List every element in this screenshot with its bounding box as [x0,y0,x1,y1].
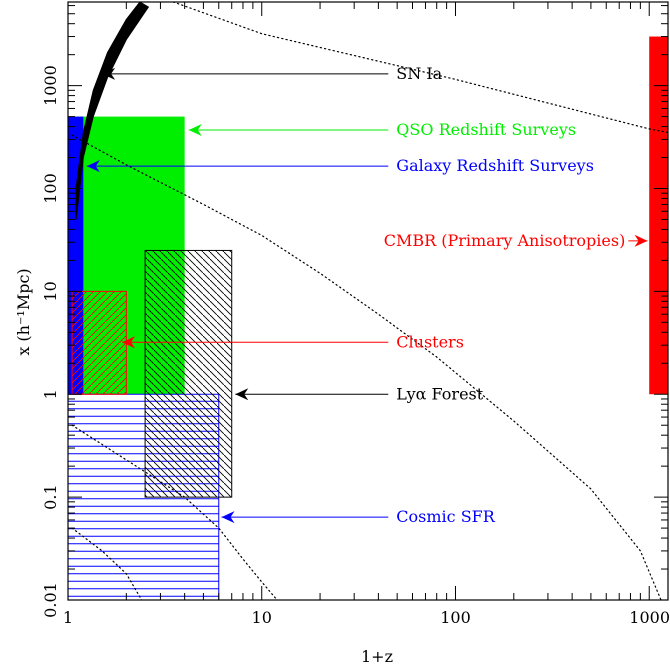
dotted-curve-2 [71,134,662,600]
annotation-qso-redshift-surveys-arrow-head [188,124,202,137]
annotation-cosmic-sfr-label: Cosmic SFR [396,507,495,526]
region-ly-forest [144,249,233,498]
annotation-cosmic-sfr-arrow-head [221,511,235,524]
annotation-qso-redshift-surveys-label: QSO Redshift Surveys [396,120,576,139]
annotation-ly-forest-arrow-head [235,388,249,401]
y-tick-label: 0.1 [41,484,60,509]
dotted-curve-4 [71,527,143,600]
y-axis-label: x (h⁻¹Mpc) [14,268,33,355]
y-tick-label: 100 [41,173,60,204]
annotation-sn-ia-arrow-head [102,67,116,80]
y-tick-label: 0.01 [41,582,60,618]
annotation-sn-ia-label: SN Ia [396,64,442,83]
annotation-ly-forest-label: Lyα Forest [396,384,483,403]
annotation-clusters-arrow-head [122,336,136,349]
annotation-cmbr-primary-anisotropies-arrow-head [634,234,648,247]
x-tick-label: 1 [63,608,73,627]
x-tick-label: 10 [252,608,272,627]
annotation-cmbr-primary-anisotropies-label: CMBR (Primary Anisotropies) [384,231,626,250]
region-clusters [71,290,127,395]
annotation-galaxy-redshift-surveys-arrow-head [86,160,100,173]
y-tick-label: 10 [41,281,60,301]
y-tick-label: 1 [41,389,60,399]
x-tick-label: 1000 [629,608,670,627]
x-tick-label: 100 [440,608,471,627]
region-sn-ia [75,2,150,220]
y-tick-label: 1000 [41,65,60,106]
annotation-galaxy-redshift-surveys-label: Galaxy Redshift Surveys [396,156,594,175]
annotation-clusters-label: Clusters [396,332,464,351]
dotted-curve-1 [172,2,668,134]
region-cmbr-primary-anisotropies [649,36,668,395]
x-axis-label: 1+z [361,647,393,666]
